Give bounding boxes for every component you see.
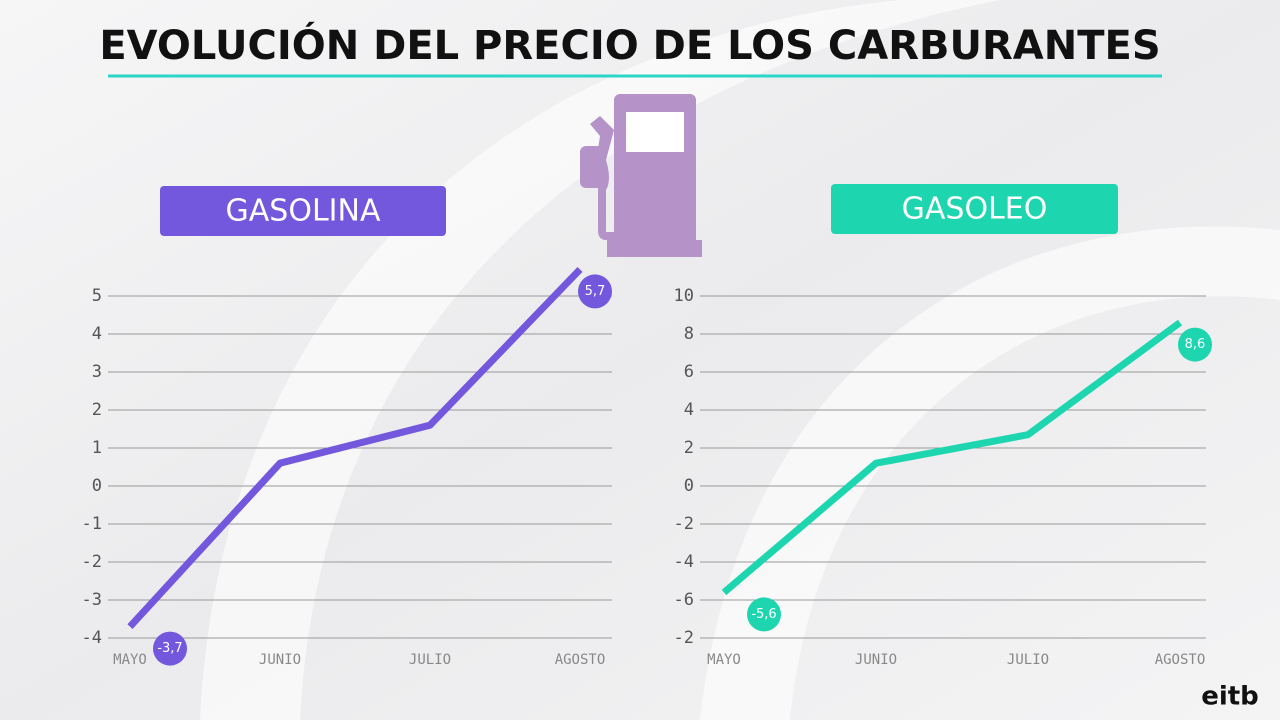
y-tick-label: 8 (684, 324, 694, 344)
series-header-box (831, 184, 1118, 234)
value-label: -5,6 (751, 607, 776, 622)
y-tick-label: 1 (92, 438, 102, 458)
logo: eitb (1201, 682, 1259, 712)
x-tick-label: AGOSTO (555, 652, 606, 668)
y-tick-label: 5 (92, 286, 102, 306)
y-tick-label: 4 (92, 324, 102, 344)
x-tick-label: JULIO (1007, 652, 1049, 668)
x-tick-label: JUNIO (259, 652, 301, 668)
x-tick-label: AGOSTO (1155, 652, 1206, 668)
value-badge (578, 274, 612, 309)
x-tick-label: JULIO (409, 652, 451, 668)
value-badge (153, 631, 187, 666)
x-tick-label: JUNIO (855, 652, 897, 668)
value-label: -3,7 (157, 641, 182, 656)
y-tick-label: -1 (82, 514, 102, 534)
swirl (700, 226, 1280, 720)
x-tick-label: MAYO (113, 652, 147, 668)
series-line (127, 266, 583, 629)
value-badge (1178, 327, 1212, 362)
y-tick-label: -4 (674, 552, 694, 572)
series-header: GASOLINA (226, 194, 381, 229)
y-tick-label: 2 (92, 400, 102, 420)
series-header-box (160, 186, 446, 236)
series-line (721, 319, 1183, 596)
y-tick-label: 6 (684, 362, 694, 382)
value-badge (747, 597, 781, 632)
y-tick-label: -4 (82, 628, 102, 648)
y-tick-label: 3 (92, 362, 102, 382)
y-tick-label: 2 (684, 438, 694, 458)
y-tick-label: -2 (82, 552, 102, 572)
fuel-pump-icon (580, 94, 702, 257)
y-tick-label: -3 (82, 590, 102, 610)
y-tick-label: -6 (674, 590, 694, 610)
page-title: EVOLUCIÓN DEL PRECIO DE LOS CARBURANTES (99, 21, 1160, 69)
value-label: 5,7 (585, 284, 606, 299)
x-tick-label: MAYO (707, 652, 741, 668)
y-tick-label: 0 (684, 476, 694, 496)
y-tick-label: -2 (674, 514, 694, 534)
value-label: 8,6 (1185, 337, 1206, 352)
y-tick-label: -2 (674, 628, 694, 648)
y-tick-label: 0 (92, 476, 102, 496)
y-tick-label: 4 (684, 400, 694, 420)
series-header: GASOLEO (902, 192, 1048, 227)
y-tick-label: 10 (674, 286, 694, 306)
